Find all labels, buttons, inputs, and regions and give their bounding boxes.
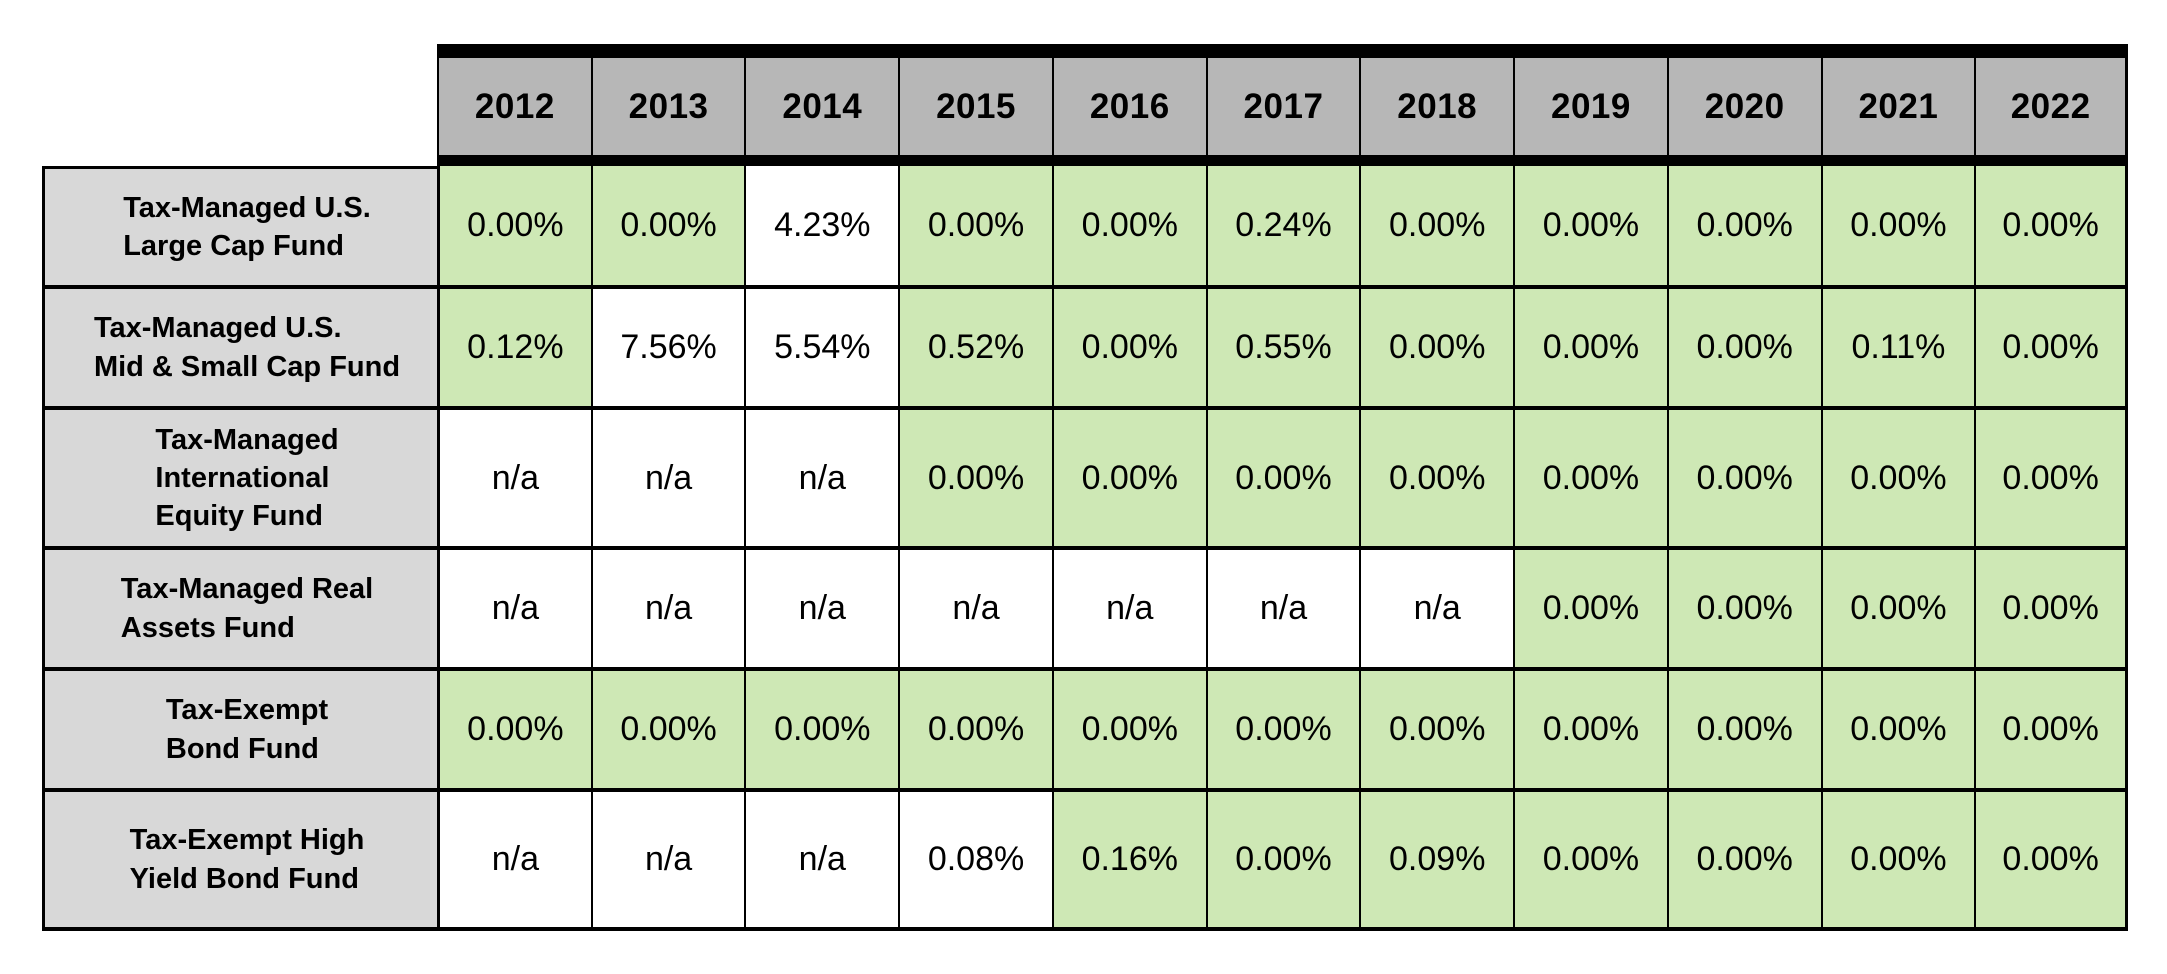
value-cell: 0.00% (1666, 166, 1821, 289)
value-cell: 0.55% (1205, 289, 1360, 410)
value-cell: 0.00% (1666, 792, 1821, 931)
value-cell: 0.00% (1974, 671, 2128, 792)
value-cell: 0.08% (898, 792, 1052, 931)
value-cell: 0.00% (898, 410, 1052, 550)
year-header-2018: 2018 (1359, 44, 1514, 166)
value-cell: n/a (1051, 550, 1206, 671)
value-cell: 0.09% (1359, 792, 1514, 931)
value-cell: n/a (590, 550, 745, 671)
value-cell: 0.00% (1051, 289, 1206, 410)
value-cell: n/a (744, 410, 899, 550)
capital-gains-distribution-table: 2012 2013 2014 2015 2016 2017 2018 2019 2020 2021… (42, 44, 2128, 931)
value-cell: n/a (898, 550, 1052, 671)
value-cell: 0.52% (898, 289, 1052, 410)
value-cell: 0.00% (1820, 792, 1975, 931)
value-cell: 0.00% (1513, 289, 1667, 410)
value-cell: 0.00% (1513, 410, 1667, 550)
value-cell: 0.00% (1205, 410, 1360, 550)
value-cell: 4.23% (744, 166, 899, 289)
value-cell: 0.00% (1051, 410, 1206, 550)
value-cell: 5.54% (744, 289, 899, 410)
value-cell: 0.00% (1666, 410, 1821, 550)
value-cell: 0.24% (1205, 166, 1360, 289)
value-cell: 0.00% (1666, 289, 1821, 410)
value-cell: 0.00% (590, 166, 745, 289)
year-header-2015: 2015 (898, 44, 1052, 166)
value-cell: 0.00% (1359, 671, 1514, 792)
value-cell: 0.00% (1666, 671, 1821, 792)
value-cell: 0.00% (1974, 550, 2128, 671)
value-cell: 0.00% (1205, 671, 1360, 792)
year-header-2012: 2012 (437, 44, 591, 166)
value-cell: n/a (1205, 550, 1360, 671)
value-cell: 0.00% (898, 671, 1052, 792)
value-cell: 0.00% (437, 671, 591, 792)
year-header-2016: 2016 (1051, 44, 1206, 166)
value-cell: 0.00% (1974, 792, 2128, 931)
year-header-2017: 2017 (1205, 44, 1360, 166)
year-header-2020: 2020 (1666, 44, 1821, 166)
fund-label: Tax-Exempt High Yield Bond Fund (42, 792, 437, 931)
value-cell: n/a (590, 410, 745, 550)
fund-label: Tax-Exempt Bond Fund (42, 671, 437, 792)
value-cell: n/a (1359, 550, 1514, 671)
value-cell: n/a (744, 550, 899, 671)
value-cell: 7.56% (590, 289, 745, 410)
value-cell: 0.00% (744, 671, 899, 792)
value-cell: 0.16% (1051, 792, 1206, 931)
fund-label: Tax-Managed Real Assets Fund (42, 550, 437, 671)
table-corner-blank (42, 44, 437, 166)
value-cell: 0.00% (1513, 792, 1667, 931)
year-header-2019: 2019 (1513, 44, 1667, 166)
value-cell: 0.00% (590, 671, 745, 792)
value-cell: 0.00% (1974, 289, 2128, 410)
year-header-2014: 2014 (744, 44, 899, 166)
value-cell: 0.00% (898, 166, 1052, 289)
value-cell: 0.12% (437, 289, 591, 410)
year-header-2022: 2022 (1974, 44, 2128, 166)
value-cell: n/a (744, 792, 899, 931)
value-cell: 0.11% (1820, 289, 1975, 410)
fund-label: Tax-Managed U.S. Large Cap Fund (42, 166, 437, 289)
value-cell: n/a (437, 550, 591, 671)
value-cell: 0.00% (1051, 166, 1206, 289)
value-cell: 0.00% (1820, 550, 1975, 671)
value-cell: 0.00% (1359, 166, 1514, 289)
value-cell: 0.00% (1513, 166, 1667, 289)
fund-label: Tax-Managed International Equity Fund (42, 410, 437, 550)
value-cell: 0.00% (1666, 550, 1821, 671)
value-cell: 0.00% (1820, 166, 1975, 289)
value-cell: n/a (437, 410, 591, 550)
value-cell: 0.00% (437, 166, 591, 289)
value-cell: 0.00% (1974, 166, 2128, 289)
value-cell: 0.00% (1513, 671, 1667, 792)
value-cell: 0.00% (1359, 289, 1514, 410)
year-header-2013: 2013 (590, 44, 745, 166)
value-cell: 0.00% (1974, 410, 2128, 550)
value-cell: 0.00% (1359, 410, 1514, 550)
value-cell: 0.00% (1820, 671, 1975, 792)
fund-label: Tax-Managed U.S. Mid & Small Cap Fund (42, 289, 437, 410)
value-cell: n/a (590, 792, 745, 931)
value-cell: 0.00% (1820, 410, 1975, 550)
value-cell: 0.00% (1205, 792, 1360, 931)
value-cell: 0.00% (1513, 550, 1667, 671)
value-cell: n/a (437, 792, 591, 931)
value-cell: 0.00% (1051, 671, 1206, 792)
year-header-2021: 2021 (1820, 44, 1975, 166)
